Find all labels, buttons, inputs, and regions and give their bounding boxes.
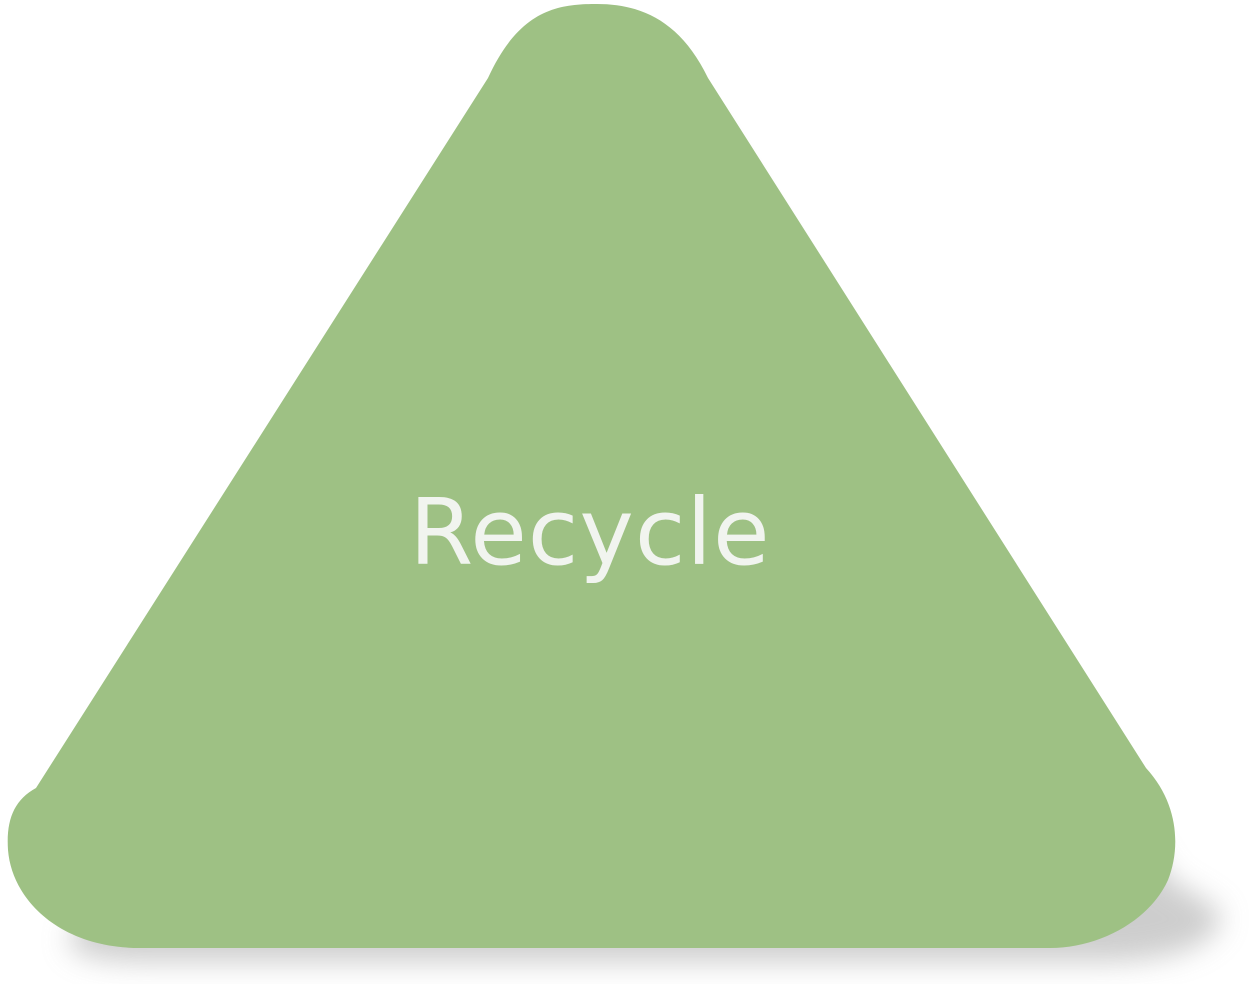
triangle-body xyxy=(7,4,1176,948)
shape-label: Recycle xyxy=(409,479,771,586)
